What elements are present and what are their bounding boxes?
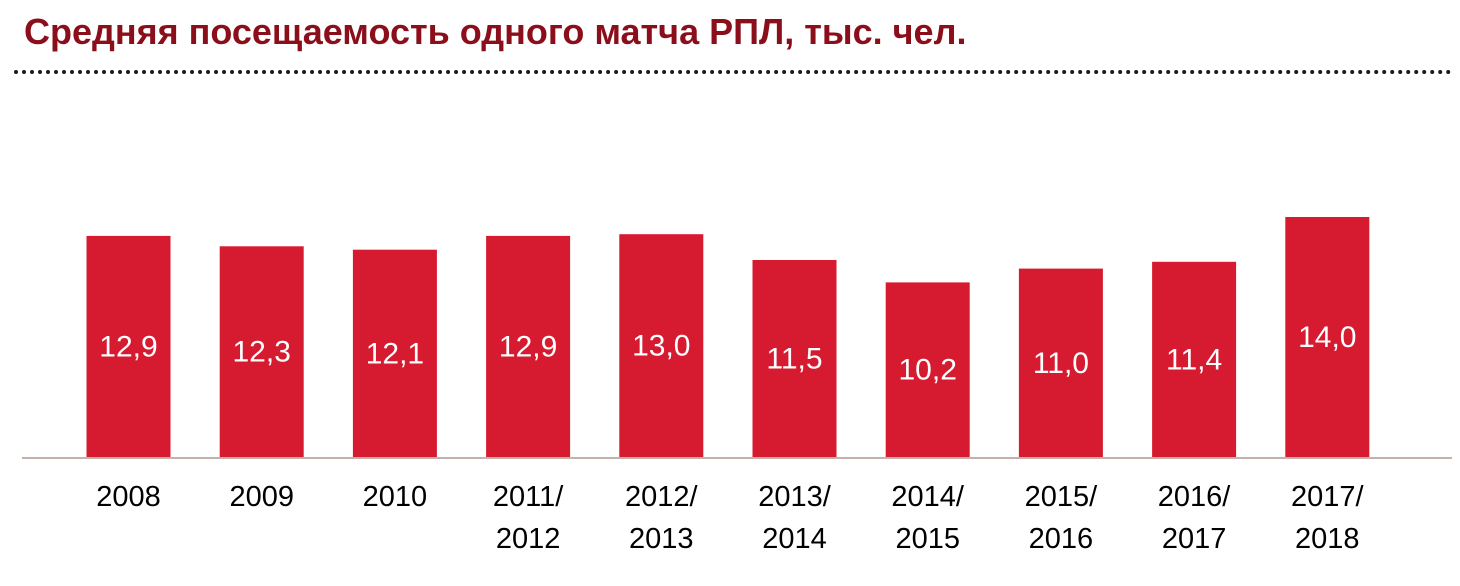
bar-value-label-7: 11,0 bbox=[1033, 347, 1089, 380]
x-tick-label-0-0: 2008 bbox=[96, 481, 161, 513]
x-tick-label-3-1: 2012 bbox=[496, 523, 561, 555]
bar-value-label-1: 12,3 bbox=[233, 336, 291, 369]
x-tick-label-4-1: 2013 bbox=[629, 523, 694, 555]
bars-group: 12,9 12,3 12,1 12,9 13,0 11,5 10,2 11,0 11,4 14,0 bbox=[86, 217, 1370, 458]
x-tick-label-5-1: 2014 bbox=[762, 523, 827, 555]
bar-3 bbox=[486, 235, 571, 458]
bar-8 bbox=[1152, 261, 1237, 458]
bar-value-label-0: 12,9 bbox=[99, 331, 157, 364]
bar-value-label-6: 10,2 bbox=[899, 354, 957, 387]
x-tick-label-9-0: 2017/ bbox=[1291, 481, 1365, 513]
bar-2 bbox=[352, 249, 437, 458]
x-tick-label-8-0: 2016/ bbox=[1158, 481, 1232, 513]
bar-value-label-8: 11,4 bbox=[1166, 343, 1222, 376]
chart-title: Средняя посещаемость одного матча РПЛ, т… bbox=[24, 11, 967, 52]
x-tick-label-7-0: 2015/ bbox=[1025, 481, 1099, 513]
bar-0 bbox=[86, 235, 171, 458]
bar-1 bbox=[219, 246, 304, 458]
x-tick-label-6-1: 2015 bbox=[895, 523, 960, 555]
bar-4 bbox=[619, 234, 704, 458]
bar-value-label-5: 11,5 bbox=[766, 343, 822, 376]
x-tick-label-1-0: 2009 bbox=[229, 481, 294, 513]
x-tick-label-4-0: 2012/ bbox=[625, 481, 699, 513]
x-tick-label-2-0: 2010 bbox=[363, 481, 428, 513]
x-tick-labels: 2008 2009 2010 2011/2012 2012/2013 2013/2014 2… bbox=[96, 481, 1364, 555]
x-tick-label-6-0: 2014/ bbox=[891, 481, 965, 513]
title-divider bbox=[14, 70, 1452, 74]
bar-value-label-4: 13,0 bbox=[632, 330, 690, 363]
x-tick-label-7-1: 2016 bbox=[1029, 523, 1094, 555]
bar-9 bbox=[1285, 217, 1370, 458]
x-tick-label-8-1: 2017 bbox=[1162, 523, 1227, 555]
bar-value-label-2: 12,1 bbox=[366, 337, 424, 370]
bar-value-label-3: 12,9 bbox=[499, 331, 557, 364]
bar-5 bbox=[752, 260, 837, 458]
x-tick-label-3-0: 2011/ bbox=[493, 481, 564, 513]
bar-6 bbox=[885, 282, 970, 458]
bar-7 bbox=[1018, 268, 1103, 458]
bar-value-label-9: 14,0 bbox=[1298, 321, 1356, 354]
x-tick-label-5-0: 2013/ bbox=[758, 481, 832, 513]
x-tick-label-9-1: 2018 bbox=[1295, 523, 1360, 555]
